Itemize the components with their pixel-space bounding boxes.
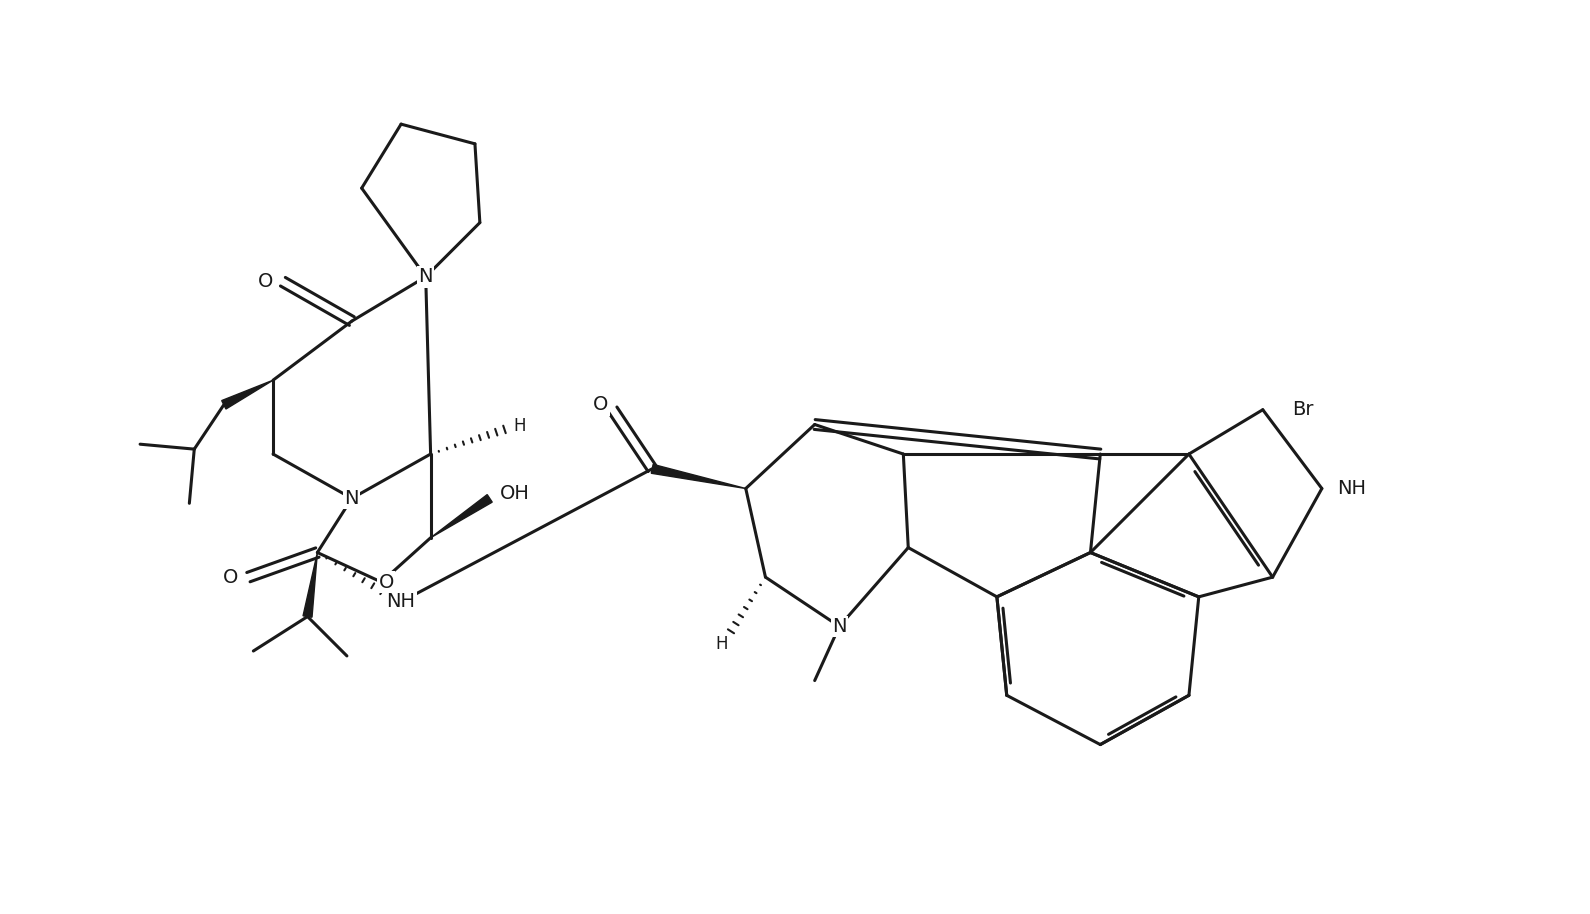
Text: NH: NH <box>1337 479 1366 498</box>
Polygon shape <box>431 494 493 537</box>
Text: O: O <box>258 272 273 292</box>
Text: OH: OH <box>499 484 529 503</box>
Text: N: N <box>418 267 432 286</box>
Polygon shape <box>221 380 273 409</box>
Text: H: H <box>514 418 526 435</box>
Text: NH: NH <box>386 592 415 611</box>
Text: H: H <box>716 635 727 654</box>
Text: Br: Br <box>1293 400 1313 420</box>
Text: O: O <box>378 572 394 591</box>
Text: N: N <box>832 617 846 636</box>
Polygon shape <box>652 464 746 488</box>
Text: N: N <box>345 489 359 508</box>
Text: O: O <box>593 396 609 414</box>
Polygon shape <box>304 553 318 617</box>
Text: O: O <box>223 568 238 587</box>
